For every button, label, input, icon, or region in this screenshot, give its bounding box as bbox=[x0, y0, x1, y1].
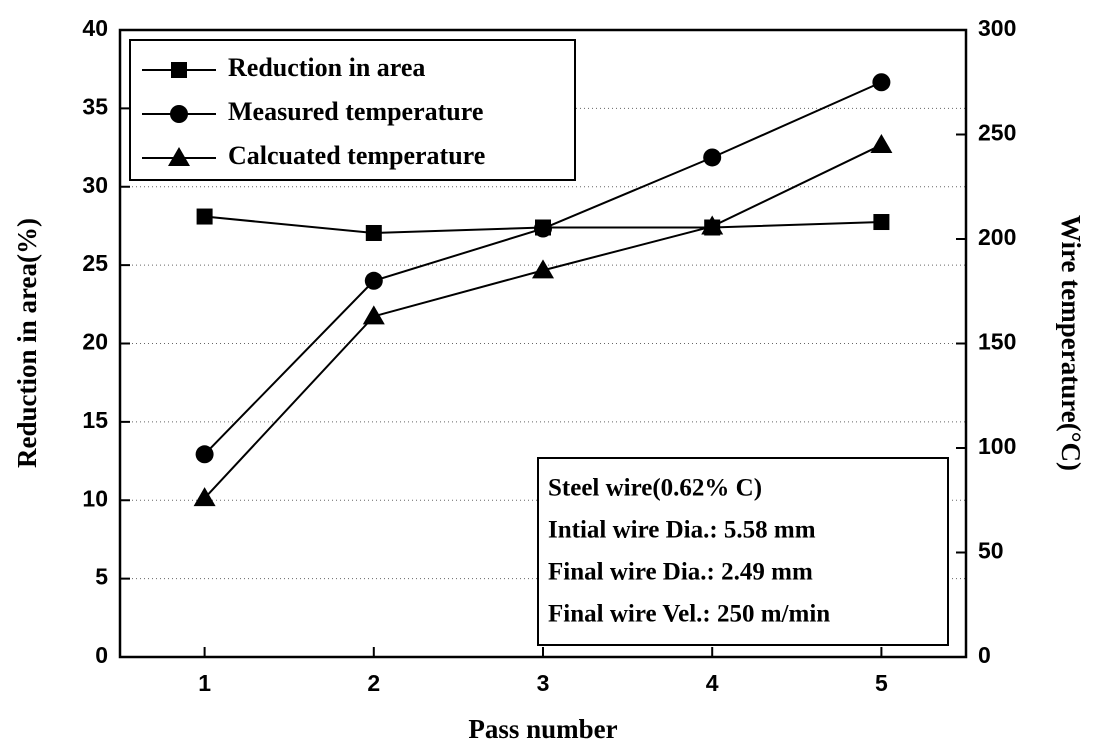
marker bbox=[701, 215, 724, 235]
legend-label: Calcuated temperature bbox=[228, 141, 485, 170]
marker bbox=[362, 305, 385, 325]
y-tick-label: 10 bbox=[82, 485, 108, 511]
y-tick-label: 5 bbox=[95, 564, 108, 590]
marker bbox=[872, 73, 891, 92]
y-tick-label: 40 bbox=[82, 15, 108, 41]
y2-axis-label: Wire temperature(°C) bbox=[1056, 215, 1086, 471]
marker bbox=[196, 208, 213, 225]
y2-tick-label: 0 bbox=[978, 642, 991, 668]
y2-tick-label: 250 bbox=[978, 120, 1016, 146]
y-tick-label: 15 bbox=[82, 407, 108, 433]
legend: Reduction in area Measured temperature Cal… bbox=[129, 39, 576, 181]
annotation-text: Final wire Vel.: 250 m/min bbox=[548, 601, 830, 628]
y-tick-label: 20 bbox=[82, 329, 108, 355]
marker bbox=[703, 148, 722, 167]
y2-tick-label: 50 bbox=[978, 538, 1004, 564]
y2-tick-label: 300 bbox=[978, 15, 1016, 41]
annotation-text: Steel wire(0.62% C) bbox=[548, 475, 762, 502]
y2-tick-label: 100 bbox=[978, 433, 1016, 459]
annotation-text: Final wire Dia.: 2.49 mm bbox=[548, 559, 813, 586]
marker bbox=[532, 259, 554, 279]
y2-tick-label: 150 bbox=[978, 329, 1016, 355]
annotation-box bbox=[537, 457, 949, 646]
legend-box bbox=[129, 39, 576, 181]
y-tick-label: 0 bbox=[95, 642, 108, 668]
marker bbox=[171, 62, 187, 78]
annotation-text: Intial wire Dia.: 5.58 mm bbox=[548, 517, 816, 544]
x-axis-label: Pass number bbox=[468, 714, 617, 744]
marker bbox=[870, 133, 893, 153]
marker bbox=[534, 219, 552, 238]
marker bbox=[170, 105, 188, 123]
marker bbox=[873, 214, 890, 231]
x-tick-label: 4 bbox=[706, 670, 719, 696]
y-tick-label: 30 bbox=[82, 172, 108, 198]
marker bbox=[193, 487, 216, 507]
y2-tick-label: 200 bbox=[978, 224, 1016, 250]
plot-frame bbox=[118, 28, 968, 659]
legend-label: Measured temperature bbox=[228, 97, 483, 126]
marker bbox=[195, 445, 214, 464]
x-tick-label: 2 bbox=[367, 670, 380, 696]
marker bbox=[168, 147, 190, 166]
y-tick-label: 25 bbox=[82, 250, 108, 276]
marker bbox=[365, 224, 382, 241]
x-tick-label: 5 bbox=[875, 670, 888, 696]
marker bbox=[364, 271, 383, 290]
y-axis-label: Reduction in area(%) bbox=[12, 218, 42, 468]
x-tick-label: 3 bbox=[537, 670, 550, 696]
series-line bbox=[203, 144, 882, 499]
y-tick-label: 35 bbox=[82, 93, 108, 119]
x-tick-label: 1 bbox=[198, 670, 211, 696]
legend-label: Reduction in area bbox=[228, 53, 425, 82]
